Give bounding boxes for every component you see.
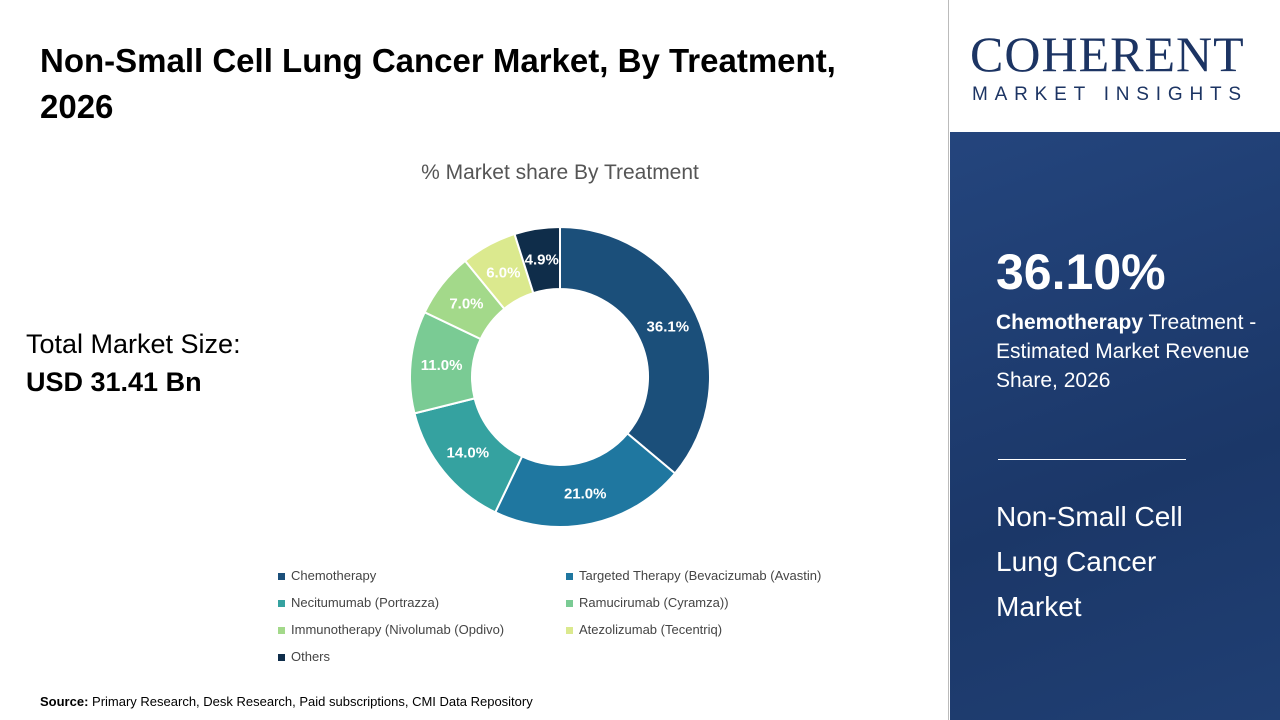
total-value: USD 31.41 Bn	[26, 367, 202, 397]
divider	[948, 0, 949, 720]
legend-swatch	[278, 600, 285, 608]
data-label: 14.0%	[447, 444, 490, 461]
legend-label: Necitumumab (Portrazza)	[291, 595, 440, 610]
legend-label: Ramucirumab (Cyramza))	[579, 595, 729, 610]
highlight-percent: 36.10%	[996, 244, 1166, 300]
legend-item: Immunotherapy (Nivolumab (Opdivo)	[278, 622, 504, 638]
data-label: 21.0%	[564, 485, 607, 502]
highlight-text: Treatment - Estimated Market Revenue Sha…	[996, 311, 1257, 392]
legend-swatch	[566, 573, 573, 581]
market-name: Non-Small Cell Lung Cancer Market	[996, 501, 1183, 622]
source-text: Primary Research, Desk Research, Paid su…	[88, 694, 533, 709]
legend-item: Chemotherapy	[278, 568, 376, 584]
page-title: Non-Small Cell Lung Cancer Market, By Tr…	[40, 42, 836, 125]
chart-title: % Market share By Treatment	[421, 161, 699, 184]
legend-label: Others	[291, 649, 331, 664]
legend-swatch	[278, 573, 285, 581]
legend-label: Chemotherapy	[291, 568, 377, 583]
data-label: 11.0%	[421, 357, 463, 374]
legend-label: Targeted Therapy (Bevacizumab (Avastin)	[579, 568, 822, 583]
legend-label: Immunotherapy (Nivolumab (Opdivo)	[291, 622, 505, 637]
highlight-description: Chemotherapy Treatment - Estimated Marke…	[996, 308, 1266, 395]
data-label: 36.1%	[647, 319, 690, 336]
legend-swatch	[566, 627, 573, 635]
logo-sub: MARKET INSIGHTS	[972, 84, 1248, 105]
data-label: 7.0%	[449, 295, 483, 312]
highlight-panel: 36.10% Chemotherapy Treatment - Estimate…	[950, 132, 1280, 720]
highlight-segment: Chemotherapy	[996, 311, 1144, 334]
legend-item: Targeted Therapy (Bevacizumab (Avastin)	[566, 568, 821, 584]
total-market-size: Total Market Size: USD 31.41 Bn	[26, 325, 241, 401]
legend-swatch	[278, 627, 285, 635]
legend-item: Ramucirumab (Cyramza))	[566, 595, 729, 611]
legend-item: Others	[278, 649, 330, 665]
legend-item: Atezolizumab (Tecentriq)	[566, 622, 722, 638]
legend-swatch	[278, 654, 285, 662]
panel-divider	[998, 459, 1186, 460]
legend-label: Atezolizumab (Tecentriq)	[579, 622, 723, 637]
source: Source: Primary Research, Desk Research,…	[40, 694, 533, 710]
donut-slice	[493, 432, 677, 528]
legend-swatch	[566, 600, 573, 608]
donut-slice	[513, 225, 561, 295]
total-label: Total Market Size:	[26, 329, 241, 359]
data-label: 6.0%	[486, 264, 520, 281]
donut-slice	[559, 225, 711, 475]
source-label: Source:	[40, 694, 89, 709]
logo-main: COHERENT	[970, 26, 1245, 82]
legend-item: Necitumumab (Portrazza)	[278, 595, 439, 611]
data-label: 4.9%	[525, 251, 559, 268]
logo: COHERENT MARKET INSIGHTS	[950, 0, 1280, 132]
